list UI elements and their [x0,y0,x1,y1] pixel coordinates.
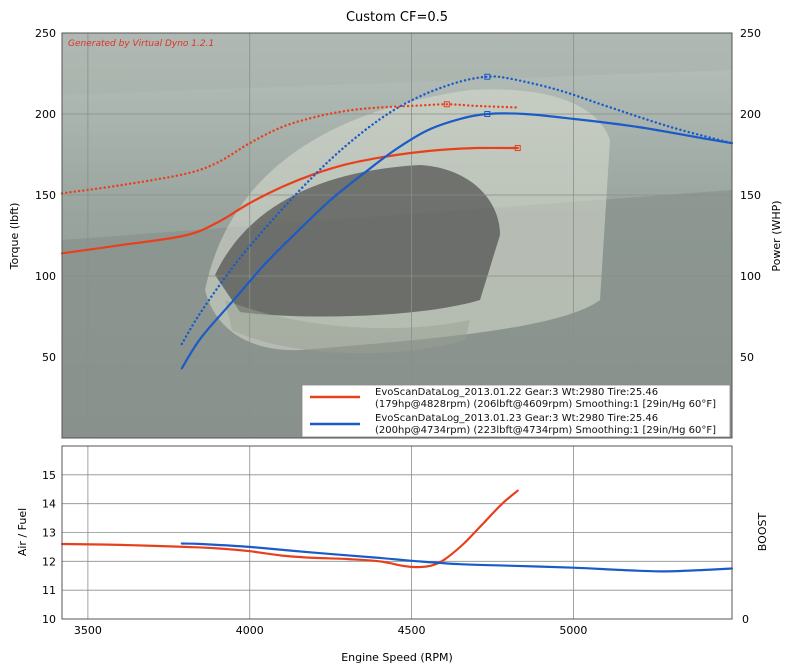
series-line-3 [180,75,734,346]
afr-tick-labels: 10 11 12 13 14 15 0 3500 4000 4500 5000 [42,469,749,637]
torque-power-series [60,73,734,370]
torque-axis-label: Torque (lbft) [8,203,21,271]
x-tick-label: 4500 [398,624,426,637]
afr-series [60,489,734,573]
afr-panel-frame [61,445,733,620]
boost-tick-label: 0 [742,613,749,626]
y-tick-label: 14 [42,498,56,511]
y-tick-label: 100 [35,270,56,283]
y-right-tick-label: 250 [740,27,761,40]
x-tick-label: 5000 [559,624,587,637]
legend-entry-1-line1: EvoScanDataLog_2013.01.22 Gear:3 Wt:2980… [375,387,658,398]
y-tick-label: 13 [42,527,56,540]
y-right-tick-label: 50 [740,351,754,364]
peak-marker [443,101,450,108]
legend-box [301,384,731,438]
background-photo [62,33,732,438]
y-tick-label: 50 [42,351,56,364]
series-line-1 [60,103,519,195]
series-line-1 [180,542,734,573]
y-tick-label: 12 [42,555,56,568]
series-line-0 [60,489,519,569]
y-right-tick-label: 150 [740,189,761,202]
legend-entry-2-line1: EvoScanDataLog_2013.01.23 Gear:3 Wt:2980… [375,413,658,424]
peak-marker [514,145,521,152]
afr-axis-label: Air / Fuel [16,508,29,556]
peak-marker [484,111,491,117]
y-tick-label: 10 [42,613,56,626]
peak-marker [484,73,491,80]
y-right-tick-label: 200 [740,108,761,121]
y-tick-label: 200 [35,108,56,121]
series-line-2 [180,112,734,370]
y-tick-label: 11 [42,584,56,597]
boost-axis-label: BOOST [756,513,769,552]
torque-tick-labels: 50 50 100 100 150 150 200 200 250 250 [35,27,761,364]
legend-entry-1-line2: (179hp@4828rpm) (206lbft@4609rpm) Smooth… [375,399,716,410]
x-tick-label: 4000 [236,624,264,637]
series-line-0 [60,146,519,255]
watermark-text: Generated by Virtual Dyno 1.2.1 [68,39,214,49]
power-axis-label: Power (WHP) [770,200,783,271]
legend-entry-2-line2: (200hp@4734rpm) (223lbft@4734rpm) Smooth… [375,425,716,436]
y-tick-label: 250 [35,27,56,40]
x-axis-label: Engine Speed (RPM) [341,651,453,664]
torque-panel-frame [61,32,733,439]
y-tick-label: 15 [42,469,56,482]
y-tick-label: 150 [35,189,56,202]
y-right-tick-label: 100 [740,270,761,283]
chart-title: Custom CF=0.5 [346,10,448,25]
x-tick-label: 3500 [74,624,102,637]
legend: EvoScanDataLog_2013.01.22 Gear:3 Wt:2980… [301,384,731,438]
